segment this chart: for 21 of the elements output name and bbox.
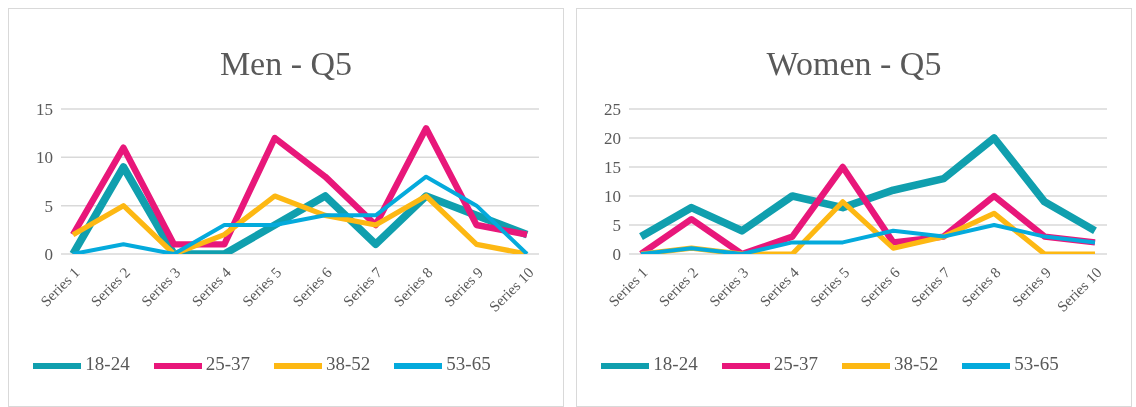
y-tick-label: 10 bbox=[604, 187, 621, 207]
y-tick-label: 5 bbox=[612, 216, 621, 236]
y-tick-label: 0 bbox=[612, 245, 621, 265]
legend-label: 53-65 bbox=[1014, 353, 1059, 375]
chart-title: Men - Q5 bbox=[218, 45, 354, 84]
line-series bbox=[639, 223, 1097, 254]
legend-label: 25-37 bbox=[205, 353, 250, 375]
y-tick-label: 10 bbox=[36, 148, 53, 168]
legend-label: 25-37 bbox=[773, 353, 818, 375]
y-tick-label: 0 bbox=[44, 245, 53, 265]
chart-title: Women - Q5 bbox=[765, 45, 943, 84]
legend-label: 18-24 bbox=[653, 353, 698, 375]
legend-label: 53-65 bbox=[446, 353, 491, 375]
y-tick-label: 15 bbox=[36, 100, 53, 120]
y-tick-label: 5 bbox=[44, 196, 53, 216]
legend-label: 18-24 bbox=[85, 353, 130, 375]
y-tick-label: 25 bbox=[604, 100, 621, 120]
y-tick-label: 15 bbox=[604, 158, 621, 178]
y-tick-label: 20 bbox=[604, 129, 621, 149]
legend-label: 38-52 bbox=[326, 353, 371, 375]
legend-label: 38-52 bbox=[894, 353, 939, 375]
